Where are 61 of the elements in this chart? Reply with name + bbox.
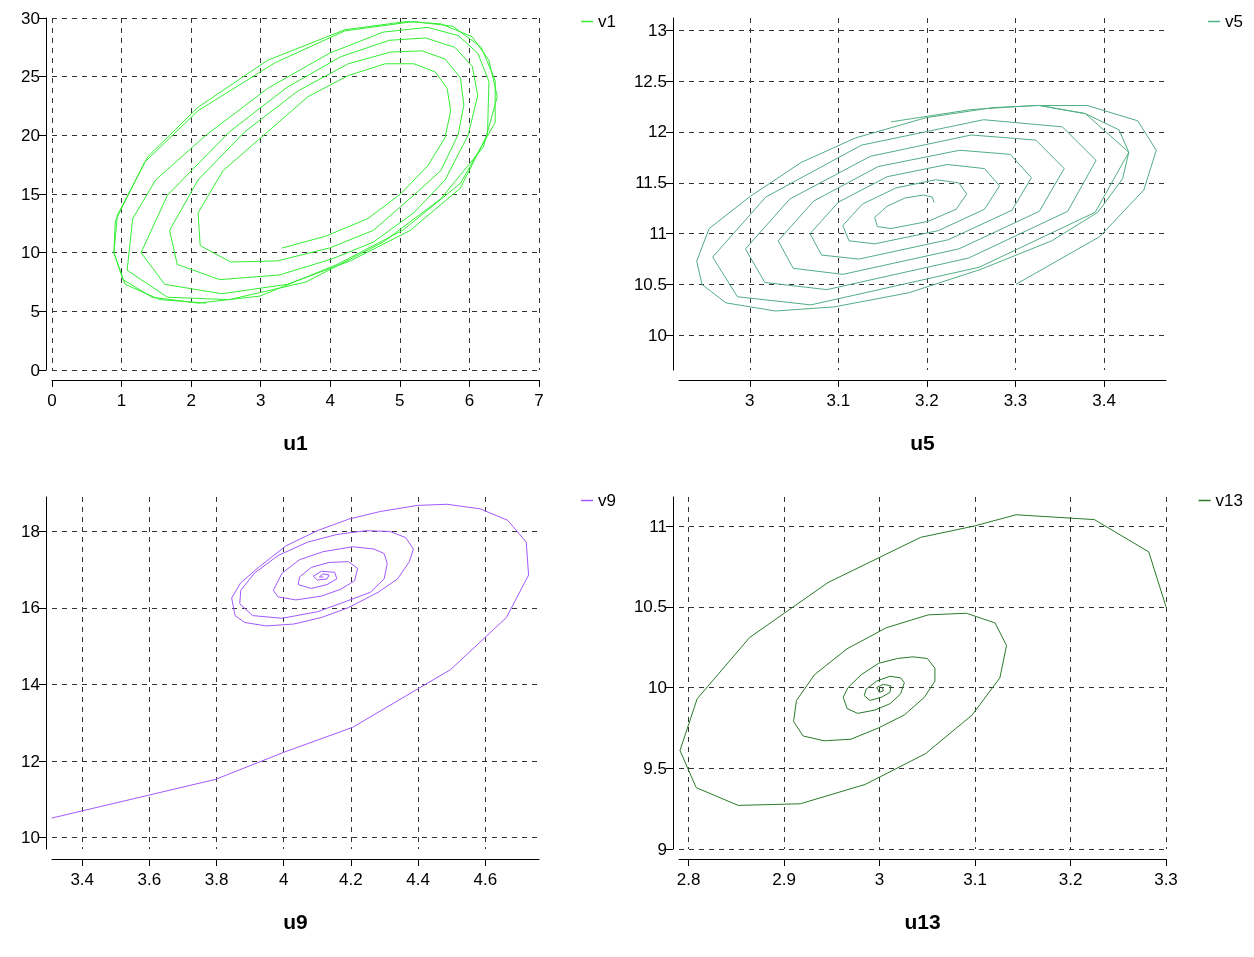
x-tick-label: 3.2	[1058, 869, 1083, 889]
y-tick-label: 12	[21, 751, 40, 770]
x-tick-label: 3	[255, 391, 266, 410]
line-series	[51, 503, 530, 819]
y-tick-label: 16	[21, 597, 40, 617]
line-series	[113, 21, 498, 304]
x-tick-label: 5	[395, 391, 405, 410]
y-tick-label: 25	[21, 67, 40, 87]
y-tick-label: 9.5	[643, 758, 667, 778]
y-tick-label: 18	[21, 521, 40, 541]
x-tick-label: 3.3	[1003, 391, 1028, 410]
y-tick-label: 10	[21, 827, 40, 847]
x-axis-title: u5	[910, 431, 936, 454]
y-tick-label: 20	[21, 125, 40, 145]
legend-label: v5	[1225, 12, 1244, 31]
x-tick-label: 2.8	[676, 869, 701, 889]
y-tick-label: 5	[30, 301, 40, 321]
x-tick-label: 4	[279, 869, 289, 889]
x-tick-label: 7	[534, 391, 544, 410]
x-tick-label: 4.2	[339, 869, 363, 889]
x-tick-label: 0	[47, 391, 57, 410]
x-tick-label: 3.4	[70, 869, 95, 889]
x-tick-label: 3.6	[137, 869, 162, 889]
x-axis-title: u1	[283, 431, 309, 454]
x-tick-label: 6	[464, 391, 475, 410]
x-tick-label: 3.1	[963, 869, 987, 889]
x-tick-label: 3.4	[1092, 391, 1116, 410]
y-tick-label: 11.5	[635, 173, 667, 193]
y-tick-label: 10	[648, 677, 667, 697]
y-tick-label: 13	[648, 20, 667, 40]
legend-label: v1	[598, 12, 617, 31]
x-axis-title: u9	[283, 909, 308, 933]
legend-label: v13	[1215, 490, 1244, 510]
x-tick-label: 3	[745, 391, 755, 410]
x-tick-label: 4	[325, 391, 336, 410]
legend-label: v9	[598, 490, 617, 510]
y-tick-label: 9	[657, 839, 667, 858]
y-tick-label: 11	[649, 516, 667, 536]
x-tick-label: 3.3	[1154, 869, 1178, 889]
y-tick-label: 15	[21, 184, 40, 204]
y-tick-label: 12	[648, 122, 667, 142]
y-tick-label: 30	[21, 8, 40, 28]
x-tick-label: 4.6	[473, 869, 498, 889]
y-tick-label: 10.5	[633, 275, 667, 295]
x-tick-label: 3.8	[204, 869, 229, 889]
y-tick-label: 10.5	[633, 596, 667, 616]
x-tick-label: 3.1	[826, 391, 851, 410]
x-tick-label: 3	[874, 869, 885, 889]
y-tick-label: 14	[21, 674, 40, 694]
y-tick-label: 10	[21, 243, 40, 263]
line-series	[679, 513, 1167, 806]
y-tick-label: 0	[30, 360, 40, 380]
x-tick-label: 3.2	[915, 391, 939, 410]
x-tick-label: 1	[116, 391, 127, 410]
x-tick-label: 4.4	[406, 869, 430, 889]
y-tick-label: 11	[649, 224, 667, 244]
x-tick-label: 2	[186, 391, 196, 410]
y-tick-label: 12.5	[633, 71, 667, 91]
x-tick-label: 2.9	[772, 869, 796, 889]
y-tick-label: 10	[648, 325, 667, 345]
x-axis-title: u13	[904, 909, 941, 933]
